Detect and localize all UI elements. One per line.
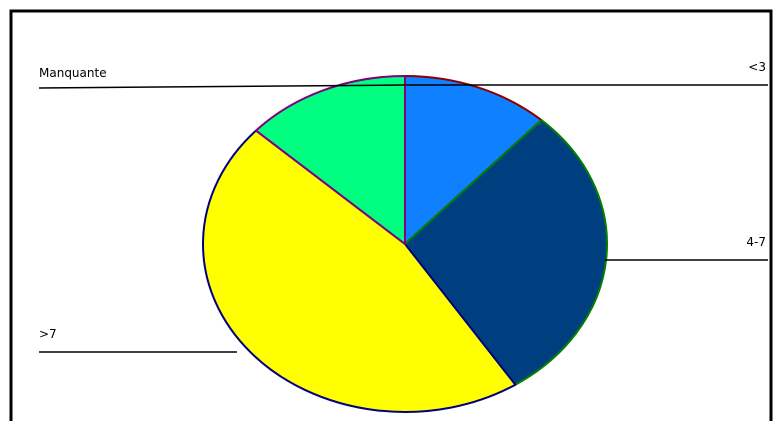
label-lt3: <3 [748, 60, 766, 74]
leader-line-manquante [38, 84, 406, 89]
label-manquante: Manquante [39, 66, 107, 80]
slice-labels: <3 4-7 >7 Manquante [39, 60, 766, 341]
pie-chart [202, 75, 608, 413]
label-4-7: 4-7 [746, 235, 766, 249]
slice-4-7 [404, 119, 608, 386]
slice-manquante [255, 75, 406, 245]
slice-gt7 [202, 129, 517, 413]
slice-lt3 [404, 75, 543, 245]
frame-border [9, 9, 773, 421]
leader-lines [38, 84, 768, 353]
label-gt7: >7 [39, 327, 57, 341]
